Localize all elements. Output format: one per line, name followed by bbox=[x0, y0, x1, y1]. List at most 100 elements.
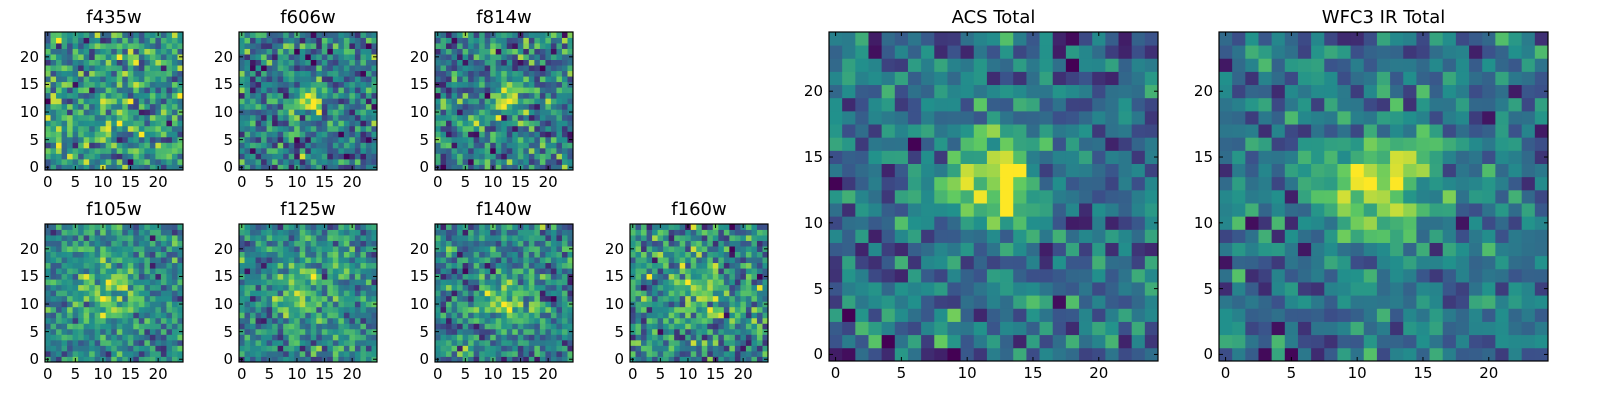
heatmap-cell bbox=[266, 290, 273, 297]
heatmap-cell bbox=[435, 306, 441, 313]
heatmap-cell bbox=[288, 301, 295, 308]
heatmap-cell bbox=[468, 306, 475, 313]
heatmap-cell bbox=[986, 137, 1001, 151]
heatmap-cell bbox=[277, 109, 284, 116]
heatmap-cell bbox=[567, 317, 574, 324]
heatmap-cell bbox=[501, 328, 508, 335]
heatmap-cell bbox=[61, 70, 68, 77]
heatmap-cell bbox=[556, 345, 563, 352]
heatmap-cell bbox=[299, 257, 306, 264]
heatmap-cell bbox=[550, 103, 557, 110]
heatmap-cell bbox=[528, 92, 535, 99]
heatmap-cell bbox=[506, 92, 513, 99]
heatmap-cell bbox=[283, 114, 290, 121]
heatmap-cell bbox=[371, 317, 378, 324]
heatmap-cell bbox=[451, 120, 458, 127]
heatmap-cell bbox=[56, 109, 62, 116]
heatmap-cell bbox=[166, 235, 173, 241]
heatmap-cell bbox=[539, 114, 546, 121]
heatmap-cell bbox=[663, 229, 670, 236]
heatmap-cell bbox=[138, 32, 145, 38]
heatmap-cell bbox=[567, 70, 574, 77]
heatmap-cell bbox=[457, 268, 463, 275]
heatmap-cell bbox=[641, 356, 647, 363]
heatmap-cell bbox=[435, 103, 441, 110]
heatmap-cell bbox=[1013, 110, 1027, 125]
axes-frame bbox=[44, 223, 184, 363]
heatmap-cell bbox=[94, 334, 101, 341]
heatmap-cell bbox=[484, 246, 491, 252]
heatmap-cell bbox=[56, 131, 62, 138]
heatmap-cell bbox=[67, 32, 73, 38]
heatmap-cell bbox=[501, 92, 508, 99]
heatmap-cell bbox=[468, 323, 475, 330]
heatmap-cell bbox=[479, 323, 486, 330]
heatmap-cell bbox=[239, 306, 245, 313]
heatmap-cell bbox=[501, 48, 508, 55]
heatmap-cell bbox=[277, 32, 284, 38]
heatmap-cell bbox=[160, 153, 167, 160]
heatmap-cell bbox=[534, 43, 541, 49]
heatmap-cell bbox=[343, 147, 350, 154]
heatmap-cell bbox=[316, 32, 323, 38]
heatmap-cell bbox=[283, 323, 290, 330]
heatmap-cell bbox=[1026, 255, 1040, 270]
heatmap-cell bbox=[550, 43, 557, 49]
heatmap-cell bbox=[539, 323, 546, 330]
heatmap-cell bbox=[567, 262, 574, 269]
heatmap-cell bbox=[61, 262, 68, 269]
heatmap-cell bbox=[545, 92, 552, 99]
heatmap-cell bbox=[495, 323, 502, 330]
heatmap-cell bbox=[556, 70, 563, 77]
heatmap-cell bbox=[517, 147, 524, 154]
heatmap-cell bbox=[506, 317, 513, 324]
heatmap-cell bbox=[868, 203, 883, 217]
heatmap-cell bbox=[272, 136, 279, 143]
heatmap-cell bbox=[305, 92, 312, 99]
heatmap-cell bbox=[539, 164, 546, 171]
heatmap-cell bbox=[310, 92, 317, 99]
heatmap-cell bbox=[446, 81, 452, 88]
heatmap-cell bbox=[149, 54, 156, 60]
heatmap-cell bbox=[321, 125, 328, 132]
heatmap-cell bbox=[45, 87, 51, 94]
heatmap-cell bbox=[316, 301, 323, 308]
heatmap-cell bbox=[160, 103, 167, 110]
heatmap-cell bbox=[934, 282, 948, 296]
heatmap-cell bbox=[261, 279, 267, 286]
heatmap-cell bbox=[332, 323, 339, 330]
heatmap-cell bbox=[255, 251, 262, 258]
heatmap-cell bbox=[679, 350, 686, 357]
heatmap-cell bbox=[1000, 110, 1014, 125]
heatmap-cell bbox=[261, 81, 267, 88]
heatmap-cell bbox=[512, 131, 519, 138]
heatmap-cell bbox=[701, 295, 708, 302]
heatmap-cell bbox=[305, 114, 312, 121]
heatmap-cell bbox=[261, 235, 267, 241]
heatmap-cell bbox=[78, 240, 85, 247]
heatmap-cell bbox=[343, 65, 350, 72]
heatmap-cell bbox=[72, 306, 79, 313]
heatmap-cell bbox=[105, 356, 112, 363]
heatmap-cell bbox=[61, 153, 68, 160]
heatmap-cell bbox=[299, 295, 306, 302]
heatmap-cell bbox=[360, 257, 367, 264]
heatmap-cell bbox=[338, 301, 345, 308]
heatmap-cell bbox=[868, 163, 883, 178]
heatmap-cell bbox=[283, 279, 290, 286]
heatmap-cell bbox=[517, 59, 524, 66]
heatmap-cell bbox=[321, 87, 328, 94]
heatmap-cell bbox=[501, 37, 508, 44]
heatmap-cell bbox=[338, 153, 345, 160]
heatmap-cell bbox=[484, 339, 491, 346]
heatmap-cell bbox=[283, 164, 290, 171]
heatmap-cell bbox=[277, 153, 284, 160]
heatmap-cell bbox=[707, 262, 714, 269]
heatmap-cell bbox=[122, 229, 129, 236]
heatmap-cell bbox=[305, 224, 312, 230]
heatmap-cell bbox=[160, 164, 167, 171]
heatmap-cell bbox=[177, 290, 184, 297]
heatmap-cell bbox=[72, 120, 79, 127]
heatmap-cell bbox=[960, 334, 975, 349]
heatmap-cell bbox=[934, 150, 948, 164]
